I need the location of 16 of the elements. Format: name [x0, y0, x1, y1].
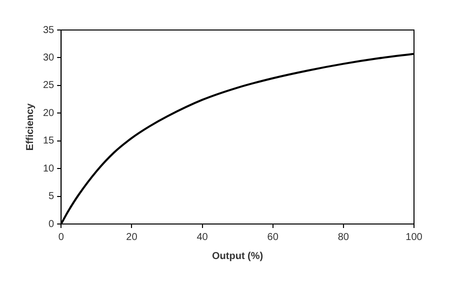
x-tick-label: 60 [267, 232, 279, 243]
x-tick-label: 40 [196, 232, 208, 243]
x-tick-label: 80 [338, 232, 350, 243]
x-tick-label: 0 [58, 232, 64, 243]
y-tick-label: 30 [43, 52, 55, 64]
y-tick-label: 20 [43, 108, 55, 119]
y-tick-label: 35 [43, 24, 55, 36]
y-tick-label: 10 [43, 163, 55, 174]
x-axis-title: Output (%) [212, 250, 264, 262]
y-tick-label: 25 [43, 80, 55, 92]
x-tick-label: 100 [406, 232, 423, 243]
y-tick-label: 0 [48, 218, 55, 230]
y-tick-label: 5 [48, 191, 55, 202]
y-axis-title: Efficiency [24, 102, 36, 151]
y-tick-label: 15 [43, 136, 55, 147]
x-tick-label: 20 [126, 232, 138, 243]
